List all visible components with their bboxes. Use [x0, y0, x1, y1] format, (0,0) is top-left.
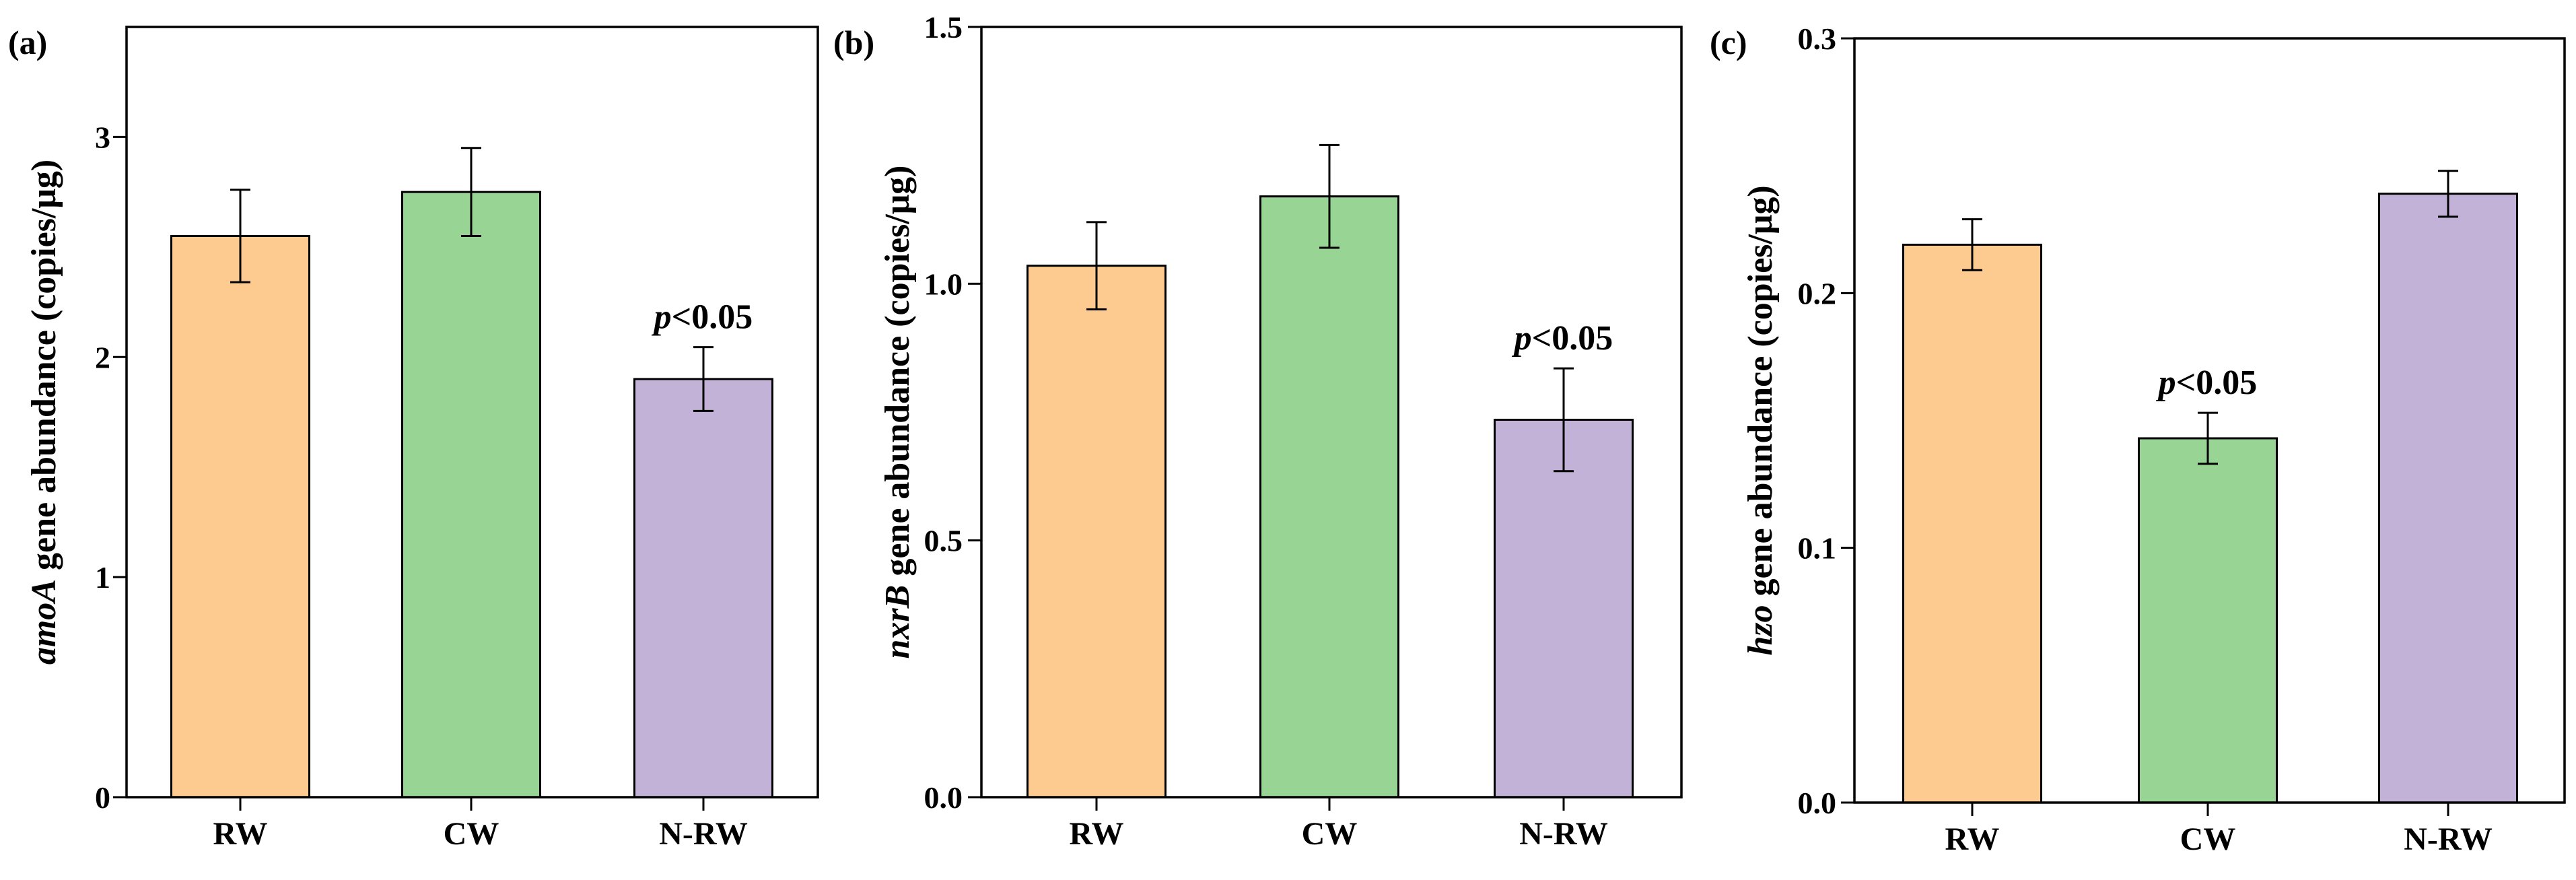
bar-cw — [401, 191, 541, 799]
x-tick-label: CW — [444, 816, 499, 852]
y-axis-label-unit: gene abundance (copies/μg) — [878, 165, 917, 584]
error-bar-rw — [1086, 221, 1107, 310]
y-axis-label-unit: gene abundance (copies/μg) — [1741, 185, 1780, 605]
bar-n-rw — [1494, 418, 1634, 799]
y-axis-label-gene: nxrB — [878, 585, 917, 659]
bar-rw — [170, 235, 310, 799]
error-bar-n-rw — [693, 346, 713, 412]
x-tick-label: N-RW — [1519, 816, 1608, 852]
axes-frame — [125, 26, 819, 799]
bar-n-rw — [2378, 193, 2518, 804]
y-tick-label: 0 — [95, 780, 110, 815]
panel-1: (a) RW CW N-RW p<0.05 0 1 2 3 amoA gene abundance… — [8, 24, 819, 852]
y-axis-label-gene: hzo — [1741, 605, 1780, 656]
y-tick-label: 1.5 — [924, 10, 963, 44]
error-bar-n-rw — [1554, 367, 1574, 473]
y-tick-label: 1 — [95, 560, 110, 595]
annotation-p: p — [652, 298, 672, 337]
panel-label: (c) — [1710, 24, 1747, 61]
error-bar-rw — [1962, 218, 1982, 271]
y-tick-label: 3 — [95, 120, 110, 154]
x-tick-label: N-RW — [659, 816, 748, 852]
error-bar-cw — [461, 147, 481, 238]
x-tick-label: CW — [1302, 816, 1358, 852]
annotation-value: <0.05 — [2176, 364, 2258, 402]
x-tick-label: RW — [1945, 821, 2000, 857]
bar-cw — [1259, 195, 1399, 799]
y-axis-label: hzo gene abundance (copies/μg) — [1741, 185, 1780, 655]
axes-frame — [1853, 37, 2566, 804]
y-tick-label: 0.5 — [924, 524, 963, 558]
y-tick-label: 1.0 — [924, 267, 963, 301]
panel-label: (a) — [8, 24, 47, 61]
axes-frame — [980, 26, 1683, 799]
y-tick-label: 0.2 — [1798, 276, 1837, 310]
bar-n-rw — [633, 378, 773, 799]
y-axis-label-unit: gene abundance (copies/μg) — [25, 160, 63, 579]
error-bar-n-rw — [2438, 170, 2458, 218]
y-tick-label: 0.0 — [1798, 786, 1837, 820]
significance-annotation: p<0.05 — [1512, 319, 1613, 358]
panel-2: (b) RW CW N-RW p<0.05 0.0 0.5 1.0 1.5 nxrB gene a… — [833, 10, 1683, 852]
y-tick-label: 0.0 — [924, 780, 963, 815]
bar-cw — [2138, 437, 2278, 804]
panel-3: (c) RW CW p<0.05 N-RW 0.0 0.1 0.2 0.3 hzo gene ab… — [1710, 22, 2566, 857]
annotation-p: p — [1512, 319, 1532, 358]
panel-label: (b) — [833, 24, 874, 61]
annotation-value: <0.05 — [1532, 319, 1613, 358]
x-tick-label: N-RW — [2404, 821, 2493, 857]
y-tick-label: 2 — [95, 340, 110, 374]
y-axis-label-gene: amoA — [25, 579, 63, 665]
significance-annotation: p<0.05 — [2156, 364, 2258, 402]
error-bar-cw — [1319, 143, 1339, 249]
y-axis-label: amoA gene abundance (copies/μg) — [25, 160, 63, 665]
significance-annotation: p<0.05 — [652, 298, 753, 337]
y-tick-label: 0.1 — [1798, 531, 1837, 566]
x-tick-label: CW — [2180, 821, 2236, 857]
x-tick-label: RW — [1070, 816, 1124, 852]
bar-rw — [1026, 265, 1167, 799]
annotation-value: <0.05 — [672, 298, 753, 337]
x-tick-label: RW — [213, 816, 268, 852]
error-bar-cw — [2198, 411, 2218, 465]
y-axis-label: nxrB gene abundance (copies/μg) — [878, 165, 917, 658]
y-tick-label: 0.3 — [1798, 22, 1837, 56]
error-bar-rw — [230, 189, 250, 283]
annotation-p: p — [2156, 364, 2176, 402]
bar-rw — [1902, 243, 2042, 804]
